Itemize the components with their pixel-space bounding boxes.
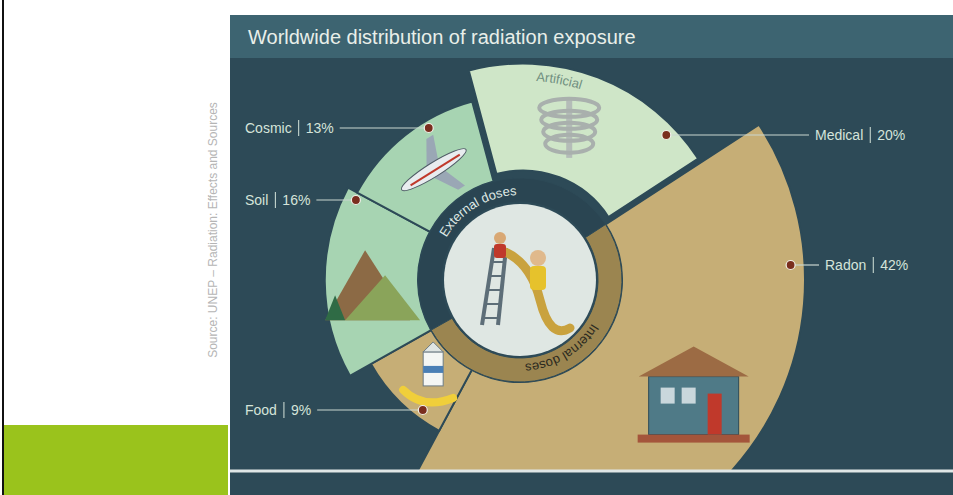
- curved-label: Internal doses: [524, 322, 602, 376]
- plane-stripe: [411, 155, 460, 186]
- label-name: Food: [245, 402, 277, 418]
- milk-band: [423, 366, 443, 373]
- leader-line: [317, 409, 423, 410]
- curved-label-path: External doses: [436, 183, 517, 239]
- title-bar: [230, 15, 953, 58]
- leader-dot: [418, 406, 427, 415]
- source-note: Source: UNEP – Radiation: Effects and So…: [206, 102, 220, 358]
- bottom-band: [230, 470, 953, 495]
- curved-label: Artificial: [536, 69, 585, 92]
- house-roof: [639, 347, 749, 377]
- data-label: 13%: [306, 120, 334, 136]
- curved-label: External doses: [436, 183, 517, 239]
- label-separator: [275, 192, 276, 208]
- leader-dot: [351, 196, 360, 205]
- centre-circle: [444, 204, 596, 356]
- chart-root: Worldwide distribution of radiation expo…: [0, 0, 953, 495]
- figure-body: [530, 266, 546, 290]
- label-group: Medical 20% Radon 42% Food 9% Soil 16% Cosmic 13%: [245, 120, 908, 418]
- slide-rung: [484, 317, 500, 319]
- hill: [345, 275, 420, 320]
- plane-body: [398, 144, 470, 196]
- icon: [403, 342, 453, 403]
- label-name: Medical: [815, 127, 863, 143]
- house-base: [638, 435, 750, 443]
- artificial-group: Artificial: [536, 69, 585, 92]
- leader-line: [340, 127, 429, 128]
- bottom-rule: [230, 470, 953, 473]
- label-separator: [283, 402, 284, 418]
- label-separator: [873, 257, 874, 273]
- data-label: 9%: [291, 402, 311, 418]
- data-label: 16%: [282, 192, 310, 208]
- leader-dot: [786, 261, 795, 270]
- leader-line: [316, 199, 356, 200]
- slide-chute: [500, 250, 570, 331]
- rib: [545, 135, 593, 153]
- label-name: Cosmic: [245, 120, 292, 136]
- leader-dot: [662, 131, 671, 140]
- label-separator: [298, 120, 299, 136]
- house-window: [682, 388, 696, 404]
- leader-line: [666, 134, 809, 135]
- label-separator: [870, 127, 871, 143]
- pie-slice: [385, 125, 805, 470]
- slide-ladder: [482, 248, 494, 325]
- label-name: Soil: [245, 192, 268, 208]
- tree: [325, 295, 345, 320]
- banana: [403, 390, 453, 403]
- curved-label-path: Internal doses: [524, 322, 602, 376]
- slide-ladder: [498, 248, 506, 325]
- house-window: [661, 388, 675, 404]
- chart-title: Worldwide distribution of radiation expo…: [248, 26, 636, 48]
- figure-head: [530, 250, 546, 266]
- curved-label-path: Artificial: [536, 69, 585, 92]
- slide-border: [2, 0, 4, 495]
- slide-rung: [490, 275, 504, 277]
- house-door: [708, 394, 722, 435]
- figure-head: [494, 232, 506, 244]
- data-label: 20%: [877, 127, 905, 143]
- leader-dot: [424, 124, 433, 133]
- annotation-group: External doses Internal doses Artificial: [436, 69, 602, 376]
- icon: [325, 250, 420, 320]
- chart-svg: Worldwide distribution of radiation expo…: [0, 0, 953, 495]
- milk-carton: [423, 352, 443, 386]
- data-label: 42%: [880, 257, 908, 273]
- label-name: Radon: [825, 257, 866, 273]
- house-wall: [649, 377, 739, 435]
- slide-rung: [492, 261, 505, 263]
- figure-body: [494, 244, 506, 258]
- pie-group: [325, 63, 805, 470]
- slide-rung: [486, 303, 501, 305]
- icon: [539, 99, 599, 158]
- slide-rung: [488, 289, 502, 291]
- accent-block: [4, 425, 228, 495]
- plot-area: [325, 63, 805, 470]
- milk-carton-top: [423, 342, 443, 352]
- icon: [638, 347, 750, 443]
